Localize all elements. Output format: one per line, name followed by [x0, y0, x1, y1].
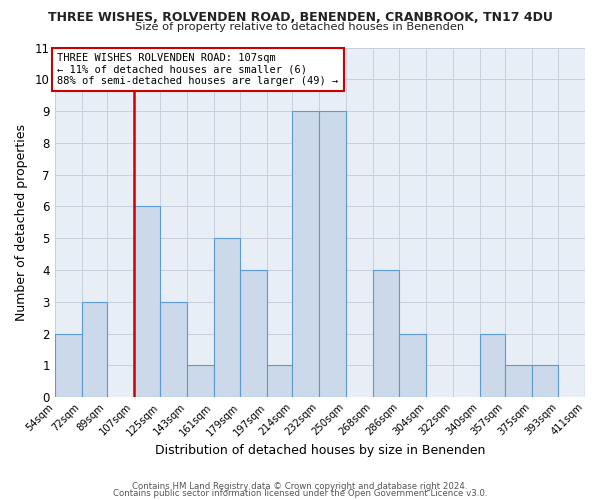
Bar [292, 111, 319, 397]
Bar [241, 270, 267, 397]
Text: Size of property relative to detached houses in Benenden: Size of property relative to detached ho… [136, 22, 464, 32]
Bar [479, 334, 505, 397]
X-axis label: Distribution of detached houses by size in Benenden: Distribution of detached houses by size … [155, 444, 485, 458]
Bar [187, 366, 214, 397]
Bar [134, 206, 160, 397]
Y-axis label: Number of detached properties: Number of detached properties [15, 124, 28, 321]
Bar [532, 366, 558, 397]
Bar [267, 366, 292, 397]
Text: Contains HM Land Registry data © Crown copyright and database right 2024.: Contains HM Land Registry data © Crown c… [132, 482, 468, 491]
Bar [373, 270, 400, 397]
Bar [55, 334, 82, 397]
Text: THREE WISHES ROLVENDEN ROAD: 107sqm
← 11% of detached houses are smaller (6)
88%: THREE WISHES ROLVENDEN ROAD: 107sqm ← 11… [58, 52, 339, 86]
Bar [160, 302, 187, 397]
Bar [585, 366, 600, 397]
Bar [82, 302, 107, 397]
Bar [400, 334, 426, 397]
Bar [319, 111, 346, 397]
Bar [505, 366, 532, 397]
Text: Contains public sector information licensed under the Open Government Licence v3: Contains public sector information licen… [113, 490, 487, 498]
Bar [214, 238, 241, 397]
Text: THREE WISHES, ROLVENDEN ROAD, BENENDEN, CRANBROOK, TN17 4DU: THREE WISHES, ROLVENDEN ROAD, BENENDEN, … [47, 11, 553, 24]
